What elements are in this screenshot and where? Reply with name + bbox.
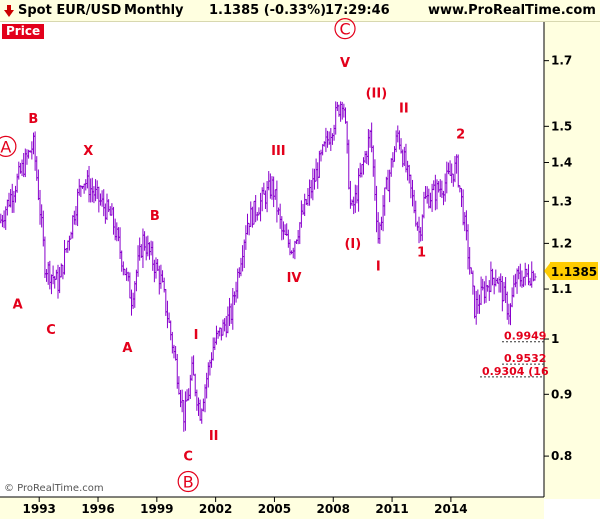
- x-tick-label: 1993: [23, 502, 56, 516]
- y-tick-label: 1.7: [551, 54, 572, 68]
- price-bars: [0, 101, 537, 432]
- wave-label: X: [83, 144, 93, 159]
- x-axis-background: [0, 497, 544, 519]
- y-tick-label: 0.9: [551, 387, 572, 401]
- wave-label: 1: [417, 246, 426, 261]
- wave-label: I: [376, 259, 381, 274]
- last-price-marker: 1.1385: [544, 261, 598, 280]
- last-price-box: [550, 261, 598, 280]
- period-label: Monthly: [124, 3, 184, 18]
- time-label: 17:29:46: [325, 3, 390, 18]
- quote-value: 1.1385 (-0.33%): [209, 3, 327, 18]
- x-tick-label: 1999: [140, 502, 173, 516]
- y-tick-label: 1: [551, 332, 559, 346]
- wave-label: C: [183, 450, 193, 465]
- wave-label-circle: [0, 135, 17, 157]
- copyright-text: © ProRealTime.com: [4, 483, 104, 494]
- y-tick-label: 1.2: [551, 236, 572, 250]
- wave-label: II: [209, 429, 219, 444]
- wave-label: C: [46, 323, 56, 338]
- last-price-label: 1.1385: [551, 265, 597, 279]
- wave-label: 2: [456, 128, 465, 143]
- y-tick-label: 1.4: [551, 156, 572, 170]
- wave-label: (I): [344, 237, 361, 252]
- wave-label: II: [399, 102, 409, 117]
- x-tick-label: 2011: [375, 502, 408, 516]
- wave-label: B: [28, 112, 38, 127]
- wave-label: I: [194, 328, 199, 343]
- y-tick-label: 0.8: [551, 449, 572, 463]
- site-link[interactable]: www.ProRealTime.com: [428, 3, 596, 18]
- price-panel-label: Price: [2, 24, 45, 39]
- x-tick-label: 1996: [81, 502, 114, 516]
- y-tick-label: 1.1: [551, 282, 572, 296]
- y-axis-background: [544, 22, 600, 499]
- instrument-name: Spot EUR/USD: [18, 3, 122, 18]
- target-label: 0.9304 (16: [482, 365, 549, 378]
- wave-label: V: [340, 56, 350, 71]
- x-tick-label: 2005: [258, 502, 291, 516]
- wave-label-circle: [177, 470, 199, 493]
- x-tick-label: 2008: [317, 502, 350, 516]
- wave-label: A: [13, 297, 23, 312]
- wave-label: C: [339, 20, 350, 39]
- chart-header: Spot EUR/USD Monthly 1.1385 (-0.33%) 17:…: [0, 0, 600, 22]
- x-tick-label: 2014: [434, 502, 467, 516]
- wave-label: III: [271, 144, 286, 159]
- target-label: 0.9949: [504, 330, 546, 343]
- y-tick-label: 1.3: [551, 194, 572, 208]
- wave-label: A: [0, 137, 11, 156]
- y-axis-ticks: 1.7 1.5 1.4 1.3 1.2 1.1 1 0.9 0.8: [544, 54, 572, 463]
- y-tick-label: 1.5: [551, 119, 572, 133]
- instrument-arrow-icon: [4, 5, 14, 17]
- last-price-arrow: [544, 262, 550, 279]
- wave-label: (II): [366, 86, 388, 101]
- target-label: 0.9532: [504, 352, 546, 365]
- x-tick-label: 2002: [199, 502, 232, 516]
- wave-label: IV: [287, 271, 302, 286]
- wave-label: B: [183, 472, 194, 491]
- x-axis-ticks: 1993 1996 1999 2002 2005 2008 2011 2014: [23, 497, 468, 516]
- wave-label: B: [150, 209, 160, 224]
- wave-label: A: [122, 341, 132, 356]
